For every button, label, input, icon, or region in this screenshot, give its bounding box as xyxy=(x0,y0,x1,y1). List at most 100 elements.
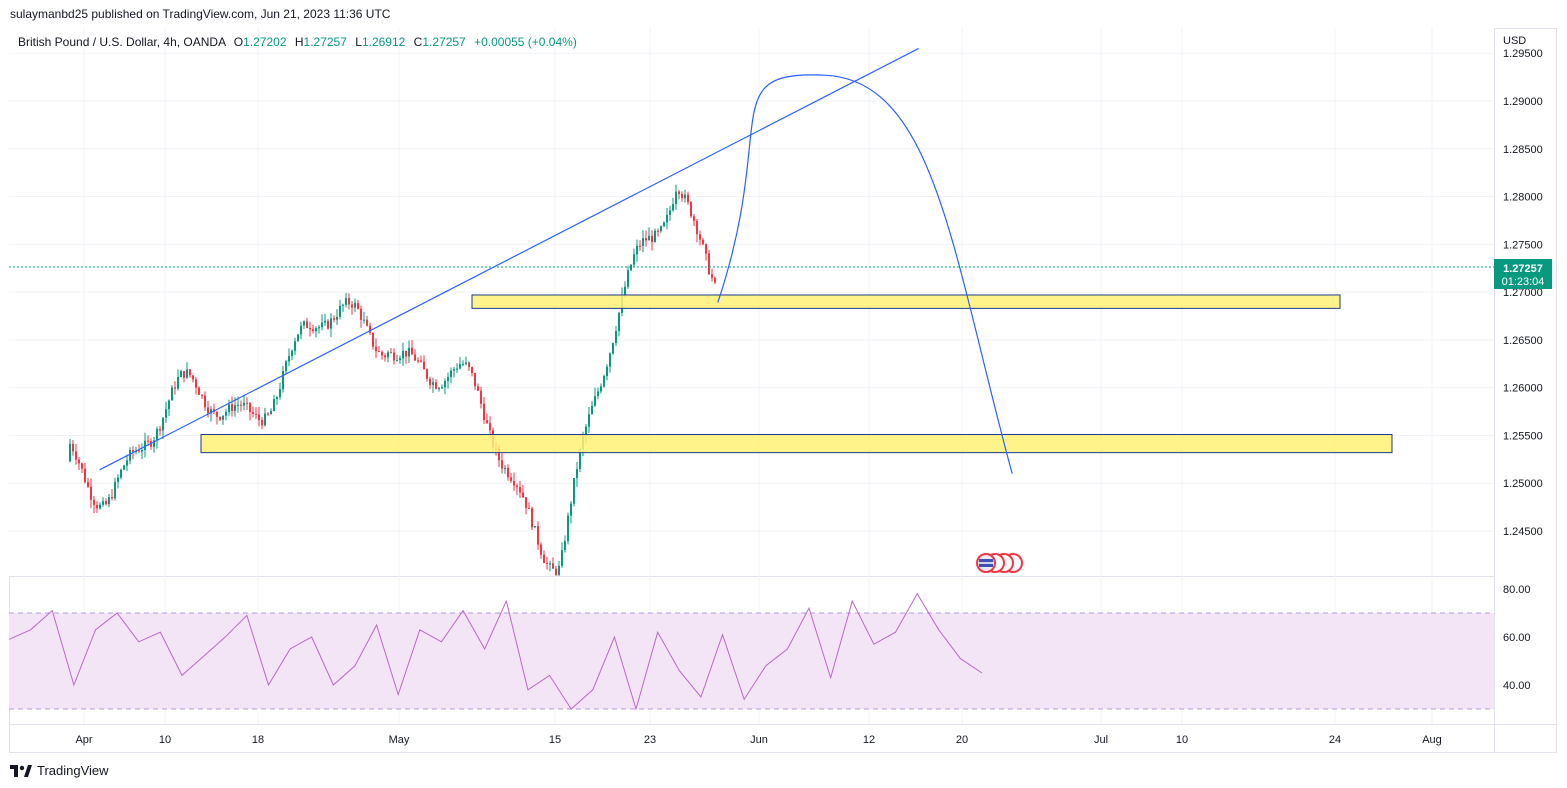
candle-body[interactable] xyxy=(714,277,716,283)
candle-body[interactable] xyxy=(177,376,179,389)
candle-body[interactable] xyxy=(663,222,665,227)
candle-body[interactable] xyxy=(75,451,77,460)
candle-body[interactable] xyxy=(420,360,422,362)
candle-body[interactable] xyxy=(519,487,521,493)
candle-body[interactable] xyxy=(72,443,74,452)
candle-body[interactable] xyxy=(273,399,275,411)
candle-body[interactable] xyxy=(261,420,263,426)
candle-body[interactable] xyxy=(195,379,197,388)
candle-body[interactable] xyxy=(180,371,182,377)
candle-body[interactable] xyxy=(378,351,380,353)
candle-body[interactable] xyxy=(153,440,155,447)
candle-body[interactable] xyxy=(681,194,683,199)
candle-body[interactable] xyxy=(330,318,332,329)
candle-body[interactable] xyxy=(333,318,335,320)
candle-body[interactable] xyxy=(534,526,536,528)
candle-body[interactable] xyxy=(540,544,542,555)
candle-body[interactable] xyxy=(555,568,557,575)
candle-body[interactable] xyxy=(516,485,518,488)
candle-body[interactable] xyxy=(216,411,218,417)
candle-body[interactable] xyxy=(204,395,206,408)
candle-body[interactable] xyxy=(264,413,266,426)
candle-body[interactable] xyxy=(291,350,293,357)
candle-body[interactable] xyxy=(99,504,101,509)
candle-body[interactable] xyxy=(240,404,242,406)
candle-body[interactable] xyxy=(480,390,482,404)
candle-body[interactable] xyxy=(111,496,113,499)
candlesticks[interactable] xyxy=(69,184,716,576)
candle-body[interactable] xyxy=(678,191,680,195)
candle-body[interactable] xyxy=(366,319,368,326)
candle-body[interactable] xyxy=(453,369,455,371)
candle-body[interactable] xyxy=(87,482,89,487)
candle-body[interactable] xyxy=(267,413,269,415)
candle-body[interactable] xyxy=(549,563,551,565)
candle-body[interactable] xyxy=(576,469,578,479)
candle-body[interactable] xyxy=(309,328,311,330)
candle-body[interactable] xyxy=(372,332,374,347)
candle-body[interactable] xyxy=(129,450,131,461)
candle-body[interactable] xyxy=(369,325,371,333)
candle-body[interactable] xyxy=(210,409,212,414)
candle-body[interactable] xyxy=(243,402,245,406)
candle-body[interactable] xyxy=(120,469,122,478)
candle-body[interactable] xyxy=(657,230,659,232)
candle-body[interactable] xyxy=(474,372,476,387)
candle-body[interactable] xyxy=(174,387,176,389)
candle-body[interactable] xyxy=(591,405,593,415)
candle-body[interactable] xyxy=(237,404,239,406)
rsi-line[interactable] xyxy=(8,592,983,711)
candle-body[interactable] xyxy=(711,274,713,278)
candle-body[interactable] xyxy=(468,362,470,368)
candle-body[interactable] xyxy=(675,191,677,205)
support-zone[interactable] xyxy=(471,294,1341,309)
candle-body[interactable] xyxy=(396,360,398,362)
candle-body[interactable] xyxy=(354,303,356,308)
candle-body[interactable] xyxy=(363,319,365,321)
candle-body[interactable] xyxy=(108,496,110,505)
candle-body[interactable] xyxy=(444,381,446,388)
candle-body[interactable] xyxy=(345,298,347,305)
candle-body[interactable] xyxy=(189,369,191,376)
candle-body[interactable] xyxy=(684,194,686,199)
candle-body[interactable] xyxy=(405,350,407,357)
candle-body[interactable] xyxy=(375,346,377,352)
candle-body[interactable] xyxy=(690,202,692,217)
candle-body[interactable] xyxy=(429,378,431,385)
candle-body[interactable] xyxy=(285,361,287,372)
candle-body[interactable] xyxy=(573,478,575,504)
tradingview-logo[interactable]: TradingView xyxy=(10,763,109,778)
candle-body[interactable] xyxy=(660,226,662,232)
candle-body[interactable] xyxy=(78,459,80,464)
candle-body[interactable] xyxy=(498,448,500,461)
candle-body[interactable] xyxy=(606,366,608,377)
candle-body[interactable] xyxy=(639,245,641,247)
candle-body[interactable] xyxy=(258,414,260,421)
candle-body[interactable] xyxy=(348,298,350,305)
trendline[interactable] xyxy=(99,47,919,471)
candle-body[interactable] xyxy=(705,244,707,254)
candle-body[interactable] xyxy=(105,501,107,505)
candle-body[interactable] xyxy=(315,328,317,332)
candle-body[interactable] xyxy=(687,194,689,203)
candle-body[interactable] xyxy=(462,363,464,365)
candle-body[interactable] xyxy=(465,362,467,364)
candle-body[interactable] xyxy=(504,467,506,469)
candle-body[interactable] xyxy=(696,220,698,235)
candle-body[interactable] xyxy=(609,353,611,367)
candle-body[interactable] xyxy=(414,354,416,361)
candle-body[interactable] xyxy=(402,350,404,359)
candle-body[interactable] xyxy=(171,387,173,401)
candle-body[interactable] xyxy=(486,420,488,424)
candle-body[interactable] xyxy=(90,486,92,500)
candle-body[interactable] xyxy=(249,402,251,413)
candle-body[interactable] xyxy=(636,245,638,255)
candle-body[interactable] xyxy=(126,460,128,466)
candle-body[interactable] xyxy=(585,426,587,437)
candle-body[interactable] xyxy=(339,305,341,317)
candle-body[interactable] xyxy=(579,449,581,470)
candle-body[interactable] xyxy=(423,361,425,370)
candle-body[interactable] xyxy=(597,391,599,397)
candle-body[interactable] xyxy=(297,334,299,342)
